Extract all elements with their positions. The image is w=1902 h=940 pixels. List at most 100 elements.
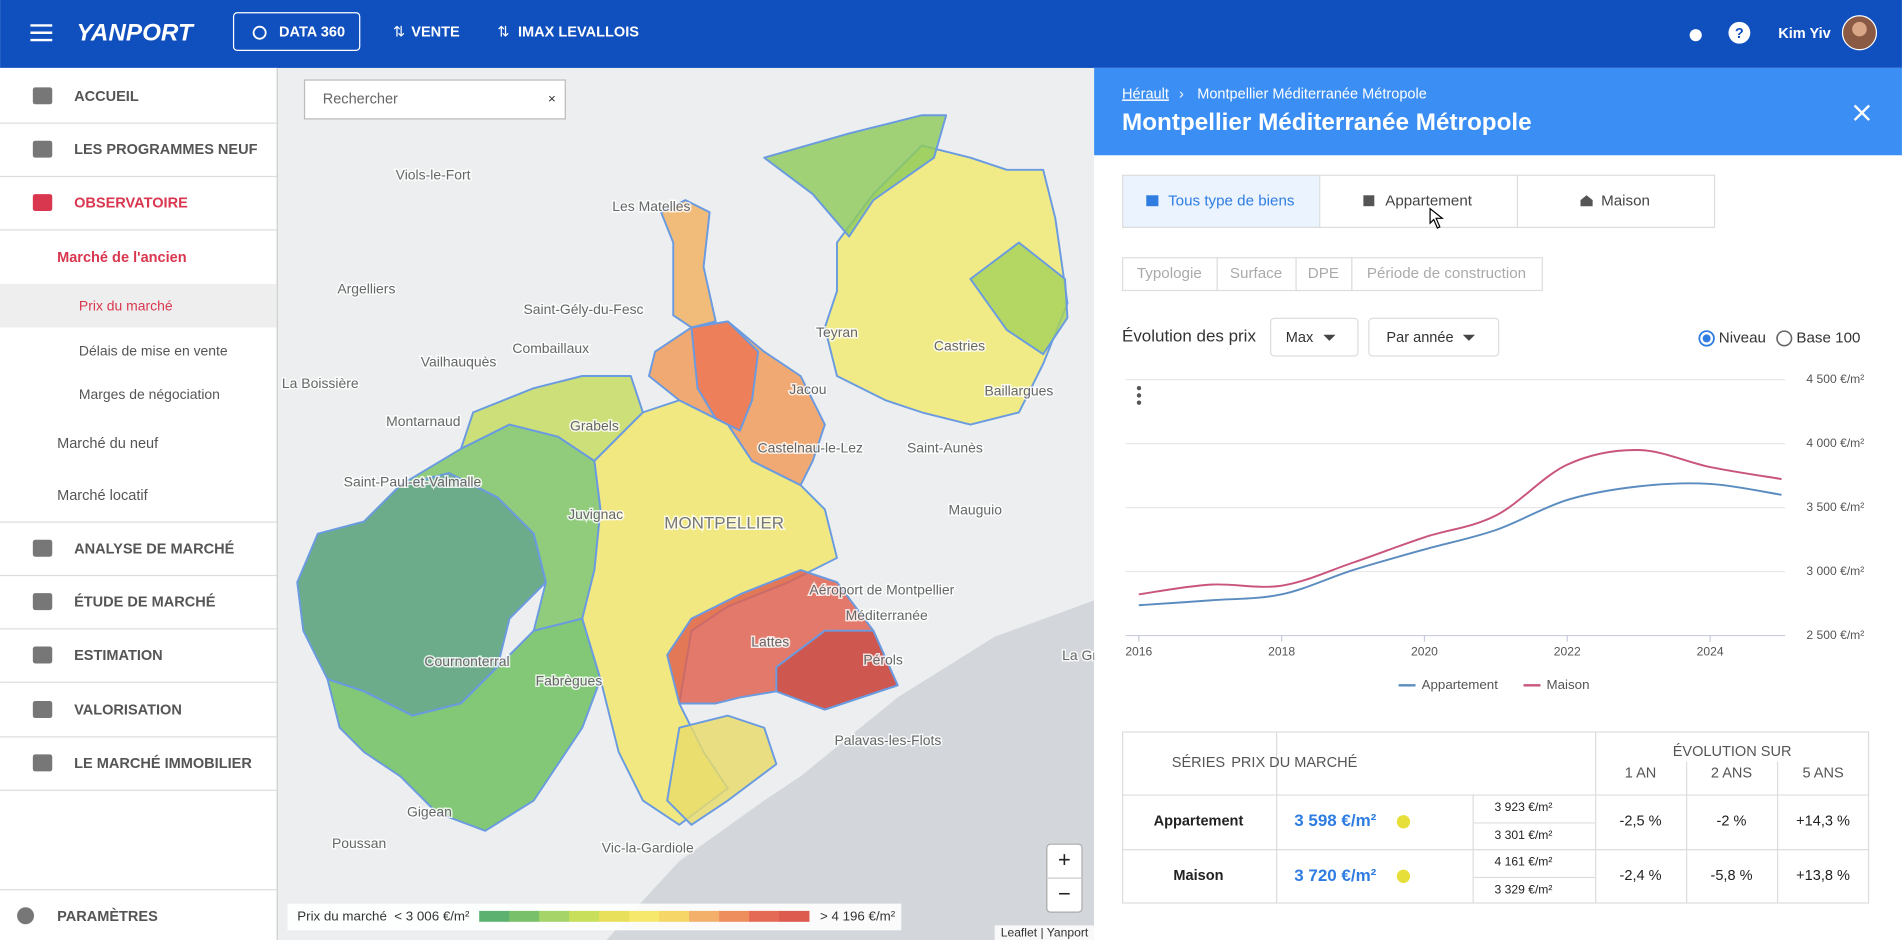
dropdown-arrow xyxy=(1323,334,1336,341)
tab[interactable]: Appartement xyxy=(1385,192,1473,209)
legend-label[interactable]: Appartement xyxy=(1422,677,1499,692)
region xyxy=(969,241,1069,356)
legend-swatch xyxy=(509,910,540,922)
filter-chip[interactable] xyxy=(1351,257,1543,292)
sidebar-item[interactable]: Délais de mise en vente xyxy=(79,342,228,358)
row-change: -2,4 % xyxy=(1620,868,1662,884)
sidebar-icon xyxy=(32,539,53,557)
avatar-face xyxy=(1852,21,1867,37)
map-label: Montarnaud xyxy=(386,413,460,429)
sidebar-icon xyxy=(32,593,53,611)
map-label: Vailhauquès xyxy=(421,353,497,369)
map-label: Fabrègues xyxy=(536,672,603,688)
search-box[interactable] xyxy=(303,79,566,120)
row-low: 3 301 €/m² xyxy=(1495,828,1553,842)
sidebar-item[interactable]: VALORISATION xyxy=(74,703,182,719)
radio-label: Niveau xyxy=(1719,329,1766,346)
map-label: Jacou xyxy=(789,381,826,397)
map-label: Palavas-les-Flots xyxy=(834,732,941,748)
help-icon[interactable] xyxy=(1728,21,1751,44)
theme-icon[interactable] xyxy=(1689,29,1702,42)
dropdown[interactable] xyxy=(1269,317,1359,357)
region xyxy=(326,617,602,832)
legend-min: < 3 006 €/m² xyxy=(394,908,470,923)
sidebar-item[interactable]: LE MARCHÉ IMMOBILIER xyxy=(74,755,252,772)
sidebar-item[interactable]: ÉTUDE DE MARCHÉ xyxy=(74,594,216,611)
table-frame xyxy=(1122,731,1870,904)
user-name[interactable]: Kim Yiv xyxy=(1778,26,1831,42)
nav-item[interactable]: IMAX LEVALLOIS xyxy=(518,25,639,41)
region xyxy=(666,714,778,826)
zoom-out[interactable]: − xyxy=(1058,881,1071,906)
row-price: 3 720 €/m² xyxy=(1294,866,1376,885)
close-button[interactable] xyxy=(1853,104,1871,121)
sidebar-item[interactable]: LES PROGRAMMES NEUF xyxy=(74,142,258,158)
breadcrumb-sep: › xyxy=(1179,86,1184,102)
dropdown[interactable] xyxy=(1368,317,1500,357)
radio-dot xyxy=(1702,334,1711,343)
table-header: 2 ANS xyxy=(1711,766,1753,782)
filter-chip[interactable] xyxy=(1122,257,1218,292)
map-label: Saint-Aunès xyxy=(907,439,983,455)
y-tick-label: 4 000 €/m² xyxy=(1806,436,1864,450)
sidebar-item[interactable]: Marché du neuf xyxy=(57,436,159,452)
nav-item[interactable]: DATA 360 xyxy=(279,25,345,41)
search-clear[interactable]: × xyxy=(548,91,556,106)
row-name: Maison xyxy=(1173,868,1223,884)
map-label: Saint-Paul-et-Valmalle xyxy=(344,473,482,489)
map-label: Viols-le-Fort xyxy=(396,167,471,183)
nav-button[interactable] xyxy=(232,12,361,51)
x-tick-label: 2016 xyxy=(1125,645,1152,659)
legend-swatch xyxy=(749,910,780,922)
map-label: Baillargues xyxy=(984,382,1053,398)
zoom-in[interactable]: + xyxy=(1058,847,1071,872)
row-high: 3 923 €/m² xyxy=(1495,800,1553,814)
row-name: Appartement xyxy=(1154,814,1244,830)
legend-label[interactable]: Maison xyxy=(1547,677,1590,692)
map-label: Pérols xyxy=(863,652,903,668)
nav-item[interactable]: VENTE xyxy=(411,25,460,41)
attribution[interactable]: Leaflet | Yanport xyxy=(1001,926,1089,940)
sidebar-icon xyxy=(32,646,53,664)
filter-label: DPE xyxy=(1308,265,1339,282)
sidebar-footer[interactable]: PARAMÈTRES xyxy=(57,908,158,925)
row-change: -2,5 % xyxy=(1620,814,1662,830)
sidebar-item[interactable]: ANALYSE DE MARCHÉ xyxy=(74,540,235,557)
nav-icon xyxy=(252,25,267,40)
tab[interactable]: Maison xyxy=(1601,192,1650,209)
map-label: Grabels xyxy=(570,418,619,434)
dropdown-arrow xyxy=(1462,334,1475,341)
panel-title: Montpellier Méditerranée Métropole xyxy=(1122,109,1532,136)
x-tick-label: 2020 xyxy=(1411,645,1438,659)
map-label: La Boissière xyxy=(282,375,359,391)
logo[interactable]: YANPORT xyxy=(76,19,195,46)
sidebar-item[interactable]: Marges de négociation xyxy=(79,386,220,402)
map-label: La Gr xyxy=(1062,647,1097,663)
x-tick-label: 2024 xyxy=(1697,645,1724,659)
map-label: Mauguio xyxy=(949,501,1003,517)
panel-header xyxy=(1094,67,1902,156)
tab[interactable]: Tous type de biens xyxy=(1168,192,1295,209)
region xyxy=(690,320,760,432)
region xyxy=(823,144,1069,426)
sidebar-item[interactable]: Marché de l'ancien xyxy=(57,250,187,266)
breadcrumb-link[interactable]: Hérault xyxy=(1122,86,1169,102)
table-header: 1 AN xyxy=(1625,766,1657,782)
legend-swatch xyxy=(779,910,810,922)
series-line xyxy=(1138,482,1782,607)
chart-menu[interactable] xyxy=(1136,385,1142,405)
sidebar-item[interactable]: Marché locatif xyxy=(57,488,149,504)
sidebar-item[interactable]: OBSERVATOIRE xyxy=(74,196,188,212)
settings-icon xyxy=(17,907,35,925)
filter-label: Période de construction xyxy=(1367,265,1526,282)
sidebar-item[interactable]: ESTIMATION xyxy=(74,648,163,664)
map-label: Juvignac xyxy=(568,506,623,522)
tab-icon xyxy=(1146,195,1159,207)
radio[interactable] xyxy=(1776,330,1793,347)
menu-icon[interactable] xyxy=(30,24,53,42)
filter-chip[interactable] xyxy=(1216,257,1297,292)
sidebar-item[interactable]: Prix du marché xyxy=(79,298,173,314)
map: Viols-le-Fort Les Matelles Argelliers Saint… xyxy=(276,67,1099,940)
sidebar-item[interactable]: ACCUEIL xyxy=(74,89,139,105)
